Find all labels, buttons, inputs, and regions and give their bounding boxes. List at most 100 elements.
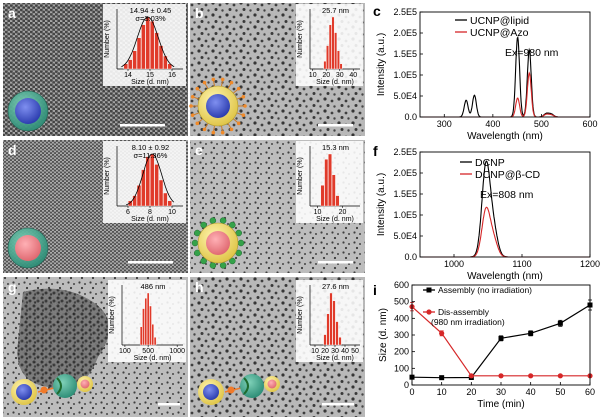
y-axis-label: Intensity (a.u.) bbox=[376, 33, 387, 96]
hist-bar bbox=[323, 334, 327, 346]
inset-tick-label: 100 bbox=[119, 348, 131, 355]
inset-annotation: 27.6 nm bbox=[322, 282, 349, 291]
cd-ring bbox=[235, 249, 242, 257]
gauss-fit bbox=[126, 153, 175, 206]
hist-bar bbox=[150, 20, 155, 70]
hist-bar bbox=[326, 313, 330, 346]
y-tick-label: 100 bbox=[394, 363, 409, 373]
inset-tick-label: 20 bbox=[339, 209, 347, 216]
hist-bar bbox=[139, 326, 143, 346]
y-tick-label: 600 bbox=[394, 280, 409, 290]
azo-head bbox=[190, 113, 195, 118]
y-tick-label: 5.0E4 bbox=[393, 91, 417, 101]
legend-label: DCNP@β-CD bbox=[475, 169, 541, 181]
x-tick-label: 500 bbox=[534, 119, 549, 129]
inset-tick-label: 40 bbox=[349, 72, 357, 79]
hist-bar bbox=[163, 55, 168, 70]
x-tick-label: 40 bbox=[526, 387, 536, 397]
inset-tick-label: 8 bbox=[148, 209, 152, 216]
inset-tick-label: 20 bbox=[321, 348, 329, 355]
inset-annotation: σ=3.03% bbox=[135, 14, 166, 23]
hist-bar bbox=[332, 300, 336, 346]
inset-y-label: Number (%) bbox=[104, 157, 111, 195]
scale-bar bbox=[158, 403, 180, 406]
y-tick-label: 400 bbox=[394, 313, 409, 323]
hist-bar bbox=[141, 169, 146, 207]
cd-ring bbox=[200, 257, 207, 265]
inset-tick-label: 30 bbox=[336, 72, 344, 79]
cd-ring bbox=[209, 217, 217, 224]
inset-tick-label: 6 bbox=[126, 209, 130, 216]
y-tick-label: 2.0E5 bbox=[393, 28, 417, 38]
azo-head bbox=[190, 94, 195, 99]
azo-head bbox=[220, 130, 225, 135]
inset-tick-label: 50 bbox=[351, 348, 359, 355]
inset-annotation: 8.10 ± 0.92 bbox=[132, 143, 169, 152]
azo-head bbox=[189, 104, 193, 108]
hist-bar bbox=[144, 298, 148, 346]
cd-ring bbox=[194, 249, 201, 257]
panel-label-e: e bbox=[195, 142, 203, 158]
azo-head bbox=[241, 113, 246, 118]
scale-bar bbox=[120, 124, 165, 127]
hist-bar bbox=[154, 164, 159, 207]
panel-label-b: b bbox=[195, 5, 204, 21]
inset-x-label: Size (d. nm) bbox=[316, 216, 354, 223]
x-axis-label: Wavelength (nm) bbox=[467, 131, 543, 142]
hist-bar bbox=[141, 24, 146, 70]
core-pink bbox=[15, 235, 41, 261]
hist-bar bbox=[335, 321, 339, 346]
azo-head bbox=[202, 127, 207, 132]
x-tick-label: 400 bbox=[485, 119, 500, 129]
y-tick-label: 1.5E5 bbox=[393, 189, 417, 199]
cd-ring bbox=[209, 262, 217, 269]
core-blue bbox=[16, 384, 32, 400]
data-point bbox=[528, 373, 534, 379]
cd-cup bbox=[243, 377, 249, 395]
series-line-1 bbox=[420, 71, 590, 118]
data-point bbox=[498, 373, 504, 379]
legend-label-line: Dis-assembly bbox=[438, 307, 490, 317]
data-point bbox=[557, 320, 563, 326]
azo-head bbox=[236, 86, 241, 91]
x-axis-label: Time (min) bbox=[477, 399, 524, 410]
inset-tick-label: 1000 bbox=[169, 348, 185, 355]
core-pink bbox=[206, 231, 230, 255]
cd-ring bbox=[219, 217, 227, 224]
hist-bar bbox=[145, 16, 150, 70]
hist-bar bbox=[326, 45, 329, 70]
inset-annotation: 14.94 ± 0.45 bbox=[130, 6, 172, 15]
chart-c: c 300 400 500 600 0.0 5.0E4 1.0E5 1.5E5 2.0E5 2.5E… bbox=[373, 3, 598, 142]
gauss-fit bbox=[121, 16, 175, 68]
hist-bar bbox=[331, 16, 335, 70]
legend-label: DCNP bbox=[475, 157, 505, 169]
cd-cup bbox=[56, 377, 62, 395]
cd-ring bbox=[229, 221, 236, 229]
x-tick-label: 50 bbox=[555, 387, 565, 397]
inset-tick-label: 10 bbox=[309, 72, 317, 79]
y-tick-label: 500 bbox=[394, 297, 409, 307]
azo-head bbox=[229, 80, 234, 85]
x-tick-label: 1100 bbox=[512, 259, 531, 269]
inset-tick-label: 30 bbox=[331, 348, 339, 355]
hist-bar bbox=[328, 153, 332, 207]
hist-bar bbox=[132, 195, 137, 207]
scale-bar bbox=[318, 124, 353, 127]
x-tick-label: 60 bbox=[585, 387, 595, 397]
inset-tick-label: 15 bbox=[146, 72, 154, 79]
cd-ring bbox=[200, 221, 207, 229]
inset-tick-label: 16 bbox=[168, 72, 176, 79]
legend-label-line: (980 nm irradiation) bbox=[431, 317, 505, 327]
inset-y-label: Number (%) bbox=[104, 20, 111, 58]
hist-bar bbox=[329, 292, 333, 346]
link bbox=[224, 387, 242, 393]
y-axis-label: Intensity (a.u.) bbox=[376, 173, 387, 236]
legend-marker bbox=[426, 309, 432, 315]
hist-bar bbox=[136, 184, 142, 207]
azo-head bbox=[195, 121, 200, 126]
inset-x-label: Size (d. nm) bbox=[131, 216, 169, 223]
